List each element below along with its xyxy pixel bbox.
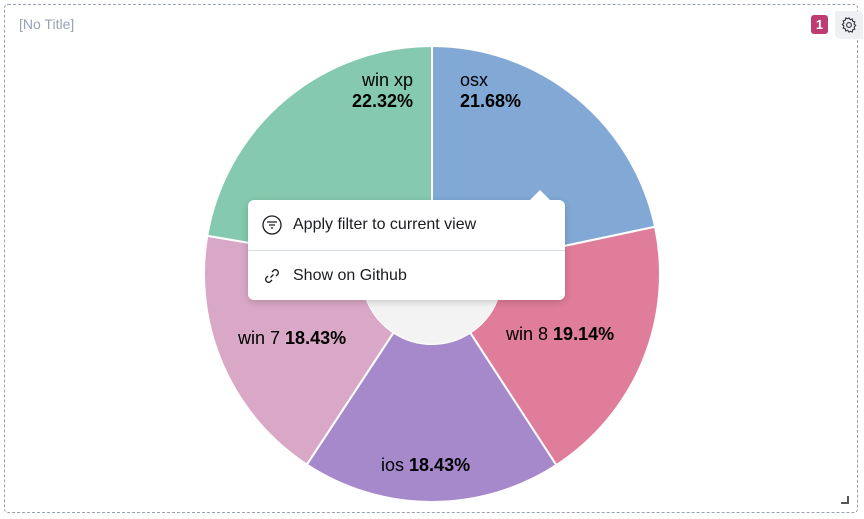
filter-icon: [262, 215, 282, 235]
link-icon: [265, 269, 279, 283]
menu-item-label: Apply filter to current view: [293, 216, 477, 233]
panel-options-button[interactable]: [835, 11, 863, 39]
menu-item-apply-filter[interactable]: Apply filter to current view: [248, 200, 565, 250]
menu-item-show-on-github[interactable]: Show on Github: [248, 251, 565, 301]
slice-label-win-8: win 8 19.14%: [506, 324, 615, 344]
menu-divider: [248, 250, 565, 251]
slice-label-osx: osx 21.68%: [460, 70, 522, 111]
slice-label-win-7: win 7 18.43%: [238, 328, 347, 348]
slice-label-ios: ios 18.43%: [381, 455, 471, 475]
slice-label-win-xp: win xp 22.32%: [352, 70, 414, 111]
context-menu: Apply filter to current view Show on Git…: [248, 190, 565, 301]
gear-icon: [841, 17, 857, 33]
panel-title: [No Title]: [19, 16, 75, 32]
resize-handle[interactable]: [841, 496, 849, 504]
menu-item-label: Show on Github: [293, 267, 407, 284]
notification-badge[interactable]: 1: [811, 15, 828, 34]
